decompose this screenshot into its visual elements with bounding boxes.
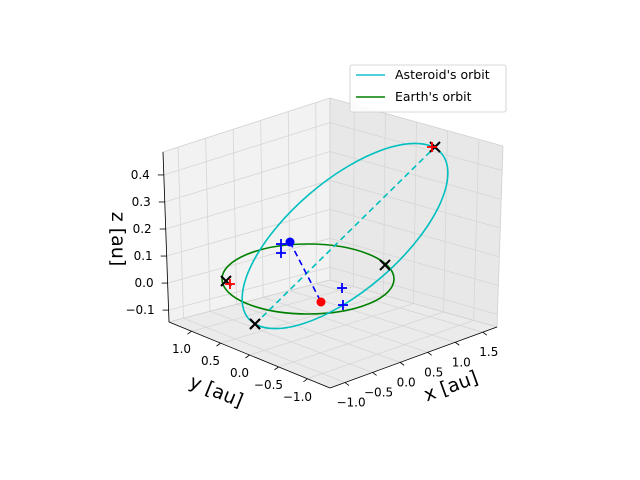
tick-x-0 [344,382,350,386]
y-tick-label-3: −0.5 [254,378,283,392]
y-tick-label-1: 0.5 [201,354,220,368]
tick-x-2 [399,362,405,366]
grid-y-floor-1 [220,294,384,344]
gridlines [163,102,503,383]
plus-marker-5 [427,142,437,152]
asteroid-line-of-nodes [254,146,436,325]
x-tick-label-3: 0.5 [424,365,443,379]
y-tick-label-0: 1.0 [172,342,191,356]
tick-y-3 [274,366,279,371]
earth-orbit [221,243,395,315]
z-axis-title: z [au] [107,212,129,267]
x-tick-label-4: 1.0 [452,355,471,369]
grid-y-floor-0 [191,286,354,332]
grid-z-right-4 [329,237,499,286]
x-tick-label-5: 1.5 [479,345,498,359]
legend: Asteroid's orbit Earth's orbit [349,64,507,113]
tick-x-1 [372,372,377,376]
plus-marker-3 [338,300,348,310]
y-tick-label-4: −1.0 [283,390,312,404]
tick-x-5 [482,331,488,336]
z-tick-label-5: −0.1 [125,303,154,317]
x-tick-label-0: −1.0 [336,396,365,410]
grid-z-left-2 [165,180,331,230]
grid-y-wall-2 [413,121,417,304]
red-point [316,297,326,307]
grid-y-floor-3 [278,311,444,368]
axis-panes [162,97,504,389]
grid-z-right-3 [329,208,500,258]
tick-y-4 [303,378,308,383]
legend-box [349,64,507,113]
grid-x-wall-4 [287,111,291,291]
grid-y-floor-2 [249,303,414,356]
z-tick-label-2: 0.2 [133,222,152,236]
grid-y-wall-3 [443,130,449,312]
x-tick-label-2: 0.0 [397,375,416,389]
blue-point [285,237,295,247]
grid-z-left-3 [166,208,331,257]
plus-marker-0 [276,239,286,249]
x-tick-label-1: −0.5 [364,385,393,399]
legend-label-asteroid: Asteroid's orbit [395,67,490,82]
z-tick-label-4: 0.0 [135,276,154,290]
z-axis-line [162,151,170,323]
grid-x-wall-0 [177,147,184,319]
plus-marker-2 [337,283,347,293]
tick-y-1 [216,342,221,347]
grid-z-left-0 [163,122,331,176]
marker-group [220,141,441,330]
grid-y-wall-0 [352,104,355,287]
grid-x-wall-1 [205,138,211,312]
plus-marker-4 [225,279,235,289]
tick-group: −1.0−0.50.00.51.01.51.00.50.0−0.5−1.00.4… [125,168,498,410]
grid-x-wall-2 [232,129,238,305]
grid-x-wall-5 [315,102,317,284]
grid-z-left-4 [167,237,331,284]
grid-y-wall-4 [473,139,480,321]
grid-z-left-1 [164,151,331,203]
tick-y-2 [245,354,250,359]
x-marker-1 [379,259,391,271]
z-tick-label-1: 0.3 [132,195,151,209]
grid-z-right-2 [329,180,501,229]
y-tick-label-2: 0.0 [230,366,249,380]
grid-z-right-0 [329,122,503,171]
z-tick-label-3: 0.1 [134,249,153,263]
grid-x-wall-3 [260,120,264,298]
tick-x-3 [427,351,432,356]
legend-label-earth: Earth's orbit [395,89,472,104]
tick-y-0 [187,330,192,335]
x-axis-line [329,326,498,389]
grid-z-right-5 [329,266,498,315]
grid-z-left-5 [168,266,331,311]
x-marker-4 [249,318,261,330]
plus-marker-1 [276,248,286,258]
asteroid-orbit [241,142,449,330]
grid-y-floor-4 [307,320,474,380]
z-tick-label-0: 0.4 [131,168,150,182]
blue-dashed-link [289,241,322,303]
tick-x-4 [455,341,460,346]
